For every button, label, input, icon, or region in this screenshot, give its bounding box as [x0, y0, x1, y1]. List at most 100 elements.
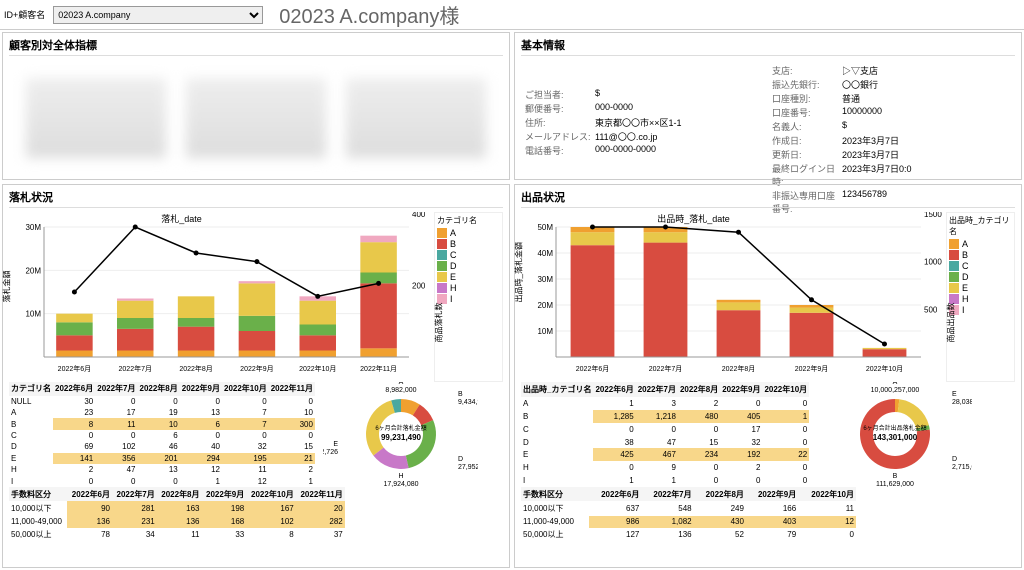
svg-text:20M: 20M	[537, 301, 553, 310]
svg-text:2022年10月: 2022年10月	[866, 364, 903, 373]
l-yaxis-left: 落札金額	[2, 271, 13, 303]
svg-text:40M: 40M	[537, 249, 553, 258]
legend-item: A	[949, 239, 1012, 249]
svg-text:99,231,490: 99,231,490	[381, 433, 422, 442]
kpi-box	[26, 78, 166, 158]
svg-text:20M: 20M	[25, 266, 41, 275]
svg-text:2022年6月: 2022年6月	[576, 364, 609, 373]
customer-dropdown[interactable]: 02023 A.company	[53, 6, 263, 24]
kpi-title: 顧客別対全体指標	[9, 37, 503, 56]
r-yaxis-right: 商品出品数	[946, 303, 957, 343]
svg-text:30,692,726: 30,692,726	[323, 449, 338, 456]
svg-text:B: B	[458, 391, 463, 398]
r-chart-area: 出品時_落札_date 出品時_落札金額 10M20M30M40M50M5001…	[521, 212, 946, 382]
r-donut-svg: 6ヶ月合計出品落札金額143,301,000A10,000,257,000E28…	[817, 382, 972, 487]
svg-text:2022年6月: 2022年6月	[58, 364, 91, 373]
left-column: 顧客別対全体指標 落札状況 落札_date 落札金額 10M20M30M2004…	[0, 30, 512, 570]
l-fee-table: 手数料区分2022年6月2022年7月2022年8月2022年9月2022年10…	[9, 487, 349, 542]
legend-item: D	[437, 261, 500, 271]
svg-text:500: 500	[924, 305, 938, 314]
r-category-table: 出品時_カテゴリ名2022年6月2022年7月2022年8月2022年9月202…	[521, 382, 813, 487]
r-chart-row: 出品時_落札_date 出品時_落札金額 10M20M30M40M50M5001…	[521, 212, 1015, 382]
legend-item: I	[949, 305, 1012, 315]
r-chart-title: 出品時_落札_date	[521, 212, 866, 225]
svg-text:400: 400	[412, 212, 426, 219]
info-row: メールアドレス:111@〇〇.co.jp	[525, 130, 764, 143]
svg-text:1500: 1500	[924, 212, 942, 219]
info-title: 基本情報	[521, 37, 1015, 56]
l-yaxis-right: 商品落札数	[434, 303, 445, 343]
svg-text:28,038,000: 28,038,000	[952, 399, 972, 406]
left-chart-panel-title: 落札状況	[9, 189, 503, 208]
legend-item: A	[437, 228, 500, 238]
svg-text:E: E	[333, 441, 338, 448]
info-panel: 基本情報 ご担当者:$郵便番号:000-0000住所:東京都〇〇市××区1-1メ…	[514, 32, 1022, 180]
svg-text:2022年11月: 2022年11月	[360, 364, 397, 373]
legend-item: D	[949, 272, 1012, 282]
svg-text:D: D	[952, 456, 957, 463]
left-chart-panel: 落札状況 落札_date 落札金額 10M20M30M2004002022年6月…	[2, 184, 510, 568]
l-donut-svg: 6ヶ月合計落札金額99,231,490A8,982,000B9,434,995D…	[323, 382, 478, 487]
top-bar: ID+顧客名 02023 A.company 02023 A.company様	[0, 0, 1024, 30]
svg-text:2022年7月: 2022年7月	[119, 364, 152, 373]
r-donut: 6ヶ月合計出品落札金額143,301,000A10,000,257,000E28…	[817, 382, 972, 487]
r-combo-chart: 10M20M30M40M50M500100015002022年6月2022年7月…	[521, 212, 946, 377]
info-row: ご担当者:$	[525, 88, 764, 101]
svg-text:6ヶ月合計落札金額: 6ヶ月合計落札金額	[375, 424, 426, 432]
l-chart-area: 落札_date 落札金額 10M20M30M2004002022年6月2022年…	[9, 212, 434, 382]
l-legend-title: カテゴリ名	[437, 215, 500, 226]
svg-text:B: B	[893, 473, 898, 480]
info-row: 住所:東京都〇〇市××区1-1	[525, 116, 764, 129]
info-row: 郵便番号:000-0000	[525, 102, 764, 115]
r-legend: 出品時_カテゴリ名 ABCDEHI	[946, 212, 1015, 382]
kpi-row	[9, 60, 503, 175]
svg-text:111,629,000: 111,629,000	[876, 481, 914, 487]
l-fee-row: 手数料区分2022年6月2022年7月2022年8月2022年9月2022年10…	[9, 487, 503, 542]
r-table-row: 出品時_カテゴリ名2022年6月2022年7月2022年8月2022年9月202…	[521, 382, 1015, 487]
l-chart-row: 落札_date 落札金額 10M20M30M2004002022年6月2022年…	[9, 212, 503, 382]
kpi-box	[186, 78, 326, 158]
svg-text:A: A	[893, 382, 898, 386]
dropdown-label: ID+顧客名	[4, 8, 45, 21]
svg-text:10,000,257,000: 10,000,257,000	[871, 387, 920, 394]
svg-text:2022年9月: 2022年9月	[795, 364, 828, 373]
svg-text:10M: 10M	[537, 327, 553, 336]
legend-item: H	[437, 283, 500, 293]
legend-item: E	[949, 283, 1012, 293]
legend-item: B	[437, 239, 500, 249]
svg-text:30M: 30M	[537, 275, 553, 284]
l-chart-title: 落札_date	[9, 212, 354, 225]
svg-text:2022年7月: 2022年7月	[649, 364, 682, 373]
svg-text:8,982,000: 8,982,000	[385, 387, 416, 394]
info-row: 振込先銀行:〇〇銀行	[772, 78, 1011, 91]
info-row: 支店:▷▽支店	[772, 64, 1011, 77]
info-row: 更新日:2023年3月7日	[772, 148, 1011, 161]
l-combo-chart: 10M20M30M2004002022年6月2022年7月2022年8月2022…	[9, 212, 434, 377]
right-column: 基本情報 ご担当者:$郵便番号:000-0000住所:東京都〇〇市××区1-1メ…	[512, 30, 1024, 570]
r-yaxis-left: 出品時_落札金額	[514, 242, 525, 302]
legend-item: E	[437, 272, 500, 282]
svg-text:10M: 10M	[25, 310, 41, 319]
page-title: 02023 A.company様	[271, 0, 459, 29]
svg-text:27,952,689: 27,952,689	[458, 464, 478, 471]
svg-text:17,924,080: 17,924,080	[383, 481, 418, 487]
svg-text:E: E	[952, 391, 957, 398]
kpi-box	[346, 78, 486, 158]
right-chart-panel-title: 出品状況	[521, 189, 1015, 208]
l-category-table: カテゴリ名2022年6月2022年7月2022年8月2022年9月2022年10…	[9, 382, 319, 487]
r-legend-title: 出品時_カテゴリ名	[949, 215, 1012, 237]
legend-item: I	[437, 294, 500, 304]
svg-text:2,715,000: 2,715,000	[952, 464, 972, 471]
info-grid: ご担当者:$郵便番号:000-0000住所:東京都〇〇市××区1-1メールアドレ…	[521, 60, 1015, 175]
l-legend: カテゴリ名 ABCDEHI	[434, 212, 503, 382]
info-row: 口座番号:10000000	[772, 106, 1011, 119]
right-chart-panel: 出品状況 出品時_落札_date 出品時_落札金額 10M 20M 30M 40M 50…	[514, 184, 1022, 568]
kpi-panel: 顧客別対全体指標	[2, 32, 510, 180]
legend-item: C	[949, 261, 1012, 271]
svg-text:2022年8月: 2022年8月	[179, 364, 212, 373]
legend-item: H	[949, 294, 1012, 304]
l-donut: 6ヶ月合計落札金額99,231,490A8,982,000B9,434,995D…	[323, 382, 478, 487]
info-row: 作成日:2023年3月7日	[772, 134, 1011, 147]
svg-text:200: 200	[412, 282, 426, 291]
svg-text:2022年10月: 2022年10月	[299, 364, 336, 373]
